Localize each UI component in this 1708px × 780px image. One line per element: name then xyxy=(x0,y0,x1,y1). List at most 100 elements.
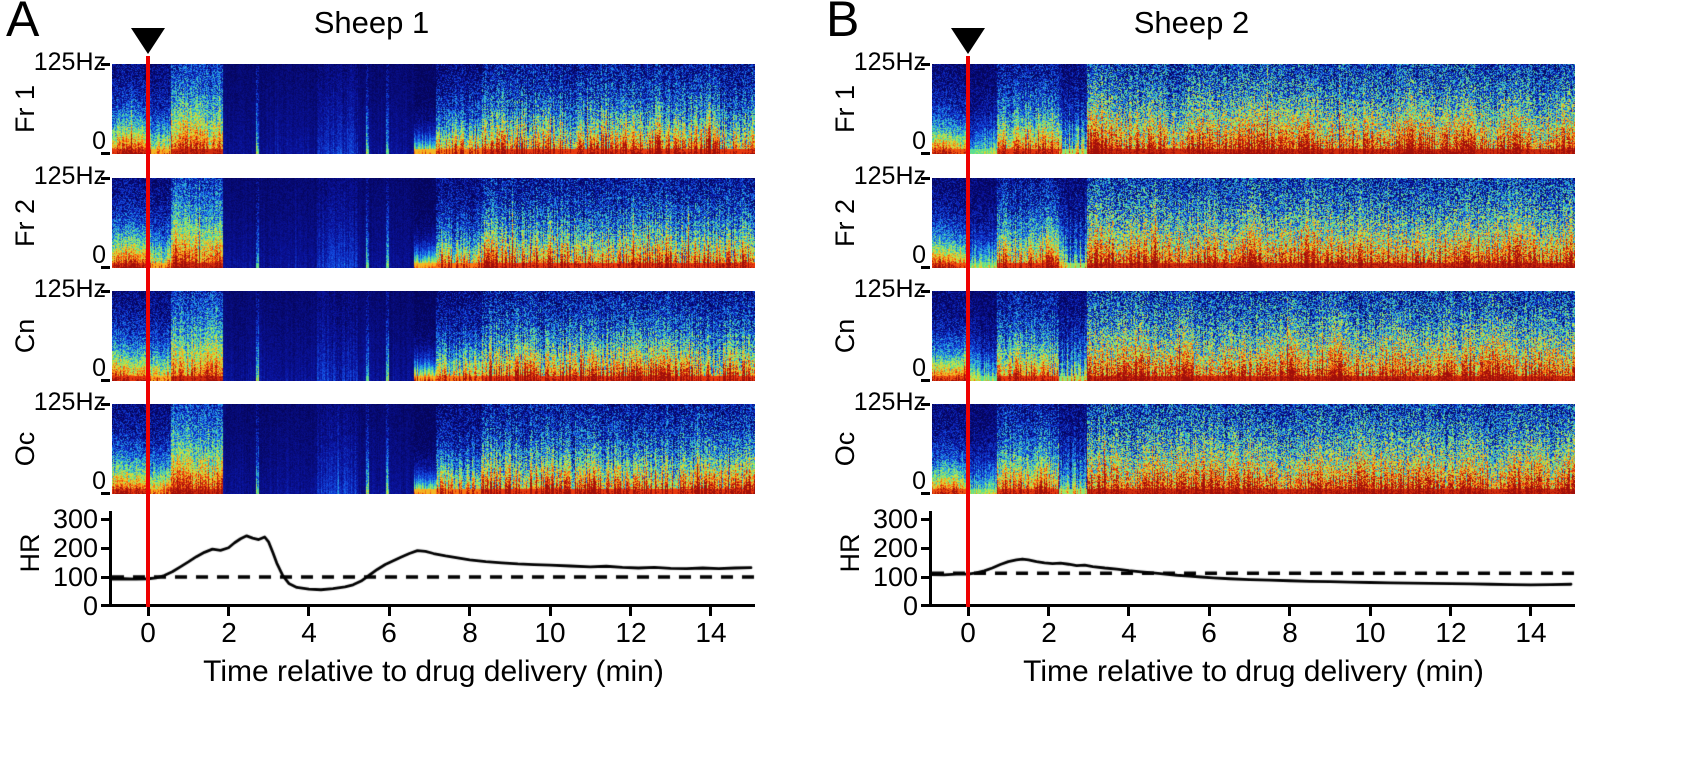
freq-tick-label-bottom: 0 xyxy=(92,467,106,495)
freq-tick-label-top: 125Hz xyxy=(33,388,106,416)
x-tick-label: 12 xyxy=(1435,617,1467,648)
freq-axis-tick xyxy=(101,290,110,293)
freq-axis-tick xyxy=(101,266,110,269)
hr-ytick-label: 100 xyxy=(52,562,98,592)
freq-axis-tick xyxy=(921,152,930,155)
hr-axis-tick xyxy=(921,604,929,607)
x-axis-tick xyxy=(1127,607,1130,616)
hr-ytick-label: 200 xyxy=(52,533,98,563)
x-tick-label: 2 xyxy=(1041,617,1057,648)
freq-tick-label-top: 125Hz xyxy=(33,48,106,76)
spectrogram-row-oc: Oc 125Hz 0 xyxy=(820,388,1708,495)
x-axis-tick xyxy=(147,607,150,616)
hr-ytick-label: 200 xyxy=(872,533,918,563)
x-axis-tick xyxy=(1288,607,1291,616)
freq-axis-tick xyxy=(921,63,930,66)
freq-axis-tick xyxy=(921,492,930,495)
spectrogram-canvas-1-1 xyxy=(932,178,1575,268)
panel-letter-b: B xyxy=(826,0,860,47)
spectrogram-canvas-0-3 xyxy=(112,404,755,494)
hr-axis-tick xyxy=(101,547,109,550)
freq-tick-label-top: 125Hz xyxy=(33,162,106,190)
x-axis-tick xyxy=(1529,607,1532,616)
drug-delivery-event-line xyxy=(966,56,970,607)
x-tick-label: 0 xyxy=(140,617,156,648)
x-axis-tick xyxy=(1369,607,1372,616)
hr-canvas-1 xyxy=(932,503,1575,607)
x-tick-label: 10 xyxy=(534,617,566,648)
spectrogram-canvas-1-2 xyxy=(932,291,1575,381)
hr-ytick-label: 0 xyxy=(82,591,98,621)
freq-tick-label-bottom: 0 xyxy=(912,354,926,382)
spectrogram-canvas-1-3 xyxy=(932,404,1575,494)
x-axis-tick xyxy=(307,607,310,616)
drug-delivery-marker-icon xyxy=(131,28,165,54)
hr-axis-tick xyxy=(921,518,929,521)
freq-tick-label-bottom: 0 xyxy=(912,467,926,495)
freq-axis-tick xyxy=(921,266,930,269)
freq-tick-label-bottom: 0 xyxy=(92,354,106,382)
x-axis-tick xyxy=(967,607,970,616)
spectrogram-row-fr2: Fr 2 125Hz 0 xyxy=(820,162,1708,269)
x-axis-label: Time relative to drug delivery (min) xyxy=(203,655,664,688)
x-tick-label: 4 xyxy=(1121,617,1137,648)
hr-ytick-label: 300 xyxy=(872,504,918,534)
x-axis-tick xyxy=(468,607,471,616)
panel-letter-a: A xyxy=(6,0,40,47)
spectrogram-row-cn: Cn 125Hz 0 xyxy=(0,275,854,382)
x-tick-label: 6 xyxy=(381,617,397,648)
spectrogram-row-cn: Cn 125Hz 0 xyxy=(820,275,1708,382)
freq-axis-tick xyxy=(921,403,930,406)
freq-axis-tick xyxy=(101,152,110,155)
freq-tick-label-top: 125Hz xyxy=(853,162,926,190)
x-axis-label: Time relative to drug delivery (min) xyxy=(1023,655,1484,688)
x-tick-label: 14 xyxy=(1515,617,1547,648)
x-tick-label: 14 xyxy=(695,617,727,648)
freq-axis-tick xyxy=(101,379,110,382)
spectrogram-canvas-0-1 xyxy=(112,178,755,268)
spectrogram-row-oc: Oc 125Hz 0 xyxy=(0,388,854,495)
x-axis-tick xyxy=(1208,607,1211,616)
freq-axis-tick xyxy=(101,403,110,406)
time-x-axis xyxy=(929,604,1575,607)
time-x-axis xyxy=(109,604,755,607)
x-tick-label: 0 xyxy=(960,617,976,648)
x-tick-label: 10 xyxy=(1354,617,1386,648)
spectrogram-canvas-1-0 xyxy=(932,64,1575,154)
hr-axis-tick xyxy=(921,576,929,579)
freq-axis-tick xyxy=(921,177,930,180)
freq-axis-tick xyxy=(921,290,930,293)
freq-axis-tick xyxy=(101,63,110,66)
freq-tick-label-top: 125Hz xyxy=(33,275,106,303)
x-axis-tick xyxy=(227,607,230,616)
hr-y-axis xyxy=(929,511,932,607)
freq-tick-label-bottom: 0 xyxy=(912,241,926,269)
hr-axis-tick xyxy=(101,576,109,579)
x-tick-label: 8 xyxy=(462,617,478,648)
x-axis-tick xyxy=(709,607,712,616)
freq-tick-label-top: 125Hz xyxy=(853,388,926,416)
drug-delivery-event-line xyxy=(146,56,150,607)
x-axis-tick xyxy=(1449,607,1452,616)
hr-y-axis xyxy=(109,511,112,607)
x-axis-tick xyxy=(549,607,552,616)
hr-axis-tick xyxy=(101,518,109,521)
x-axis-tick xyxy=(388,607,391,616)
panel-sheep1: A Sheep 1 Fr 1 125Hz 0 Fr 2 125Hz 0 Cn 1… xyxy=(0,0,854,688)
hr-ytick-label: 100 xyxy=(872,562,918,592)
spectrogram-row-fr2: Fr 2 125Hz 0 xyxy=(0,162,854,269)
panel-title-sheep2: Sheep 2 xyxy=(1133,5,1250,40)
spectrogram-row-fr1: Fr 1 125Hz 0 xyxy=(0,48,854,155)
hr-ytick-label: 300 xyxy=(52,504,98,534)
freq-tick-label-top: 125Hz xyxy=(853,48,926,76)
x-axis-tick xyxy=(1047,607,1050,616)
freq-axis-tick xyxy=(921,379,930,382)
freq-tick-label-bottom: 0 xyxy=(912,127,926,155)
freq-tick-label-bottom: 0 xyxy=(92,127,106,155)
x-tick-label: 4 xyxy=(301,617,317,648)
panel-title-sheep1: Sheep 1 xyxy=(313,5,430,40)
spectrogram-row-fr1: Fr 1 125Hz 0 xyxy=(820,48,1708,155)
freq-tick-label-bottom: 0 xyxy=(92,241,106,269)
freq-axis-tick xyxy=(101,177,110,180)
